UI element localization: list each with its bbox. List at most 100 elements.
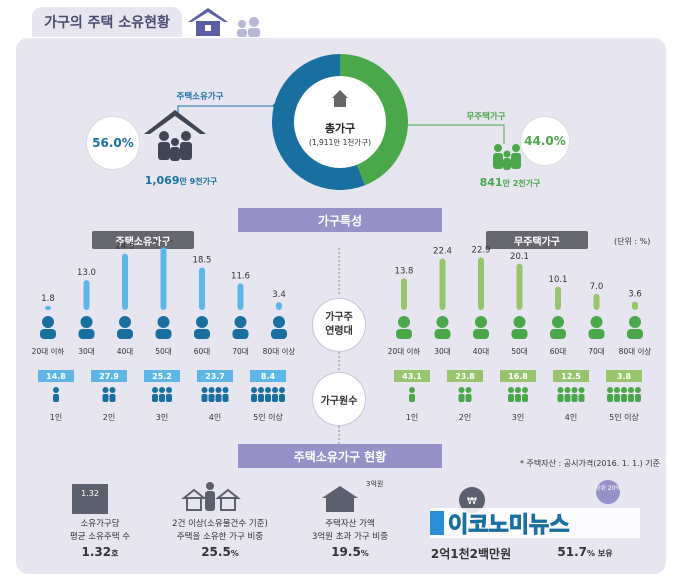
age-category-label: 70대 xyxy=(588,347,605,356)
age-category-label: 80대 이상 xyxy=(619,346,652,356)
bar-value-label: 13.0 xyxy=(77,268,96,278)
bar-value-label: 22.9 xyxy=(472,245,491,255)
person-icon xyxy=(222,387,229,393)
bar xyxy=(478,257,484,310)
bar xyxy=(632,301,638,310)
stat-avg-houses-value: 1.32호 xyxy=(81,545,119,559)
owner-tag: 주택소유가구 xyxy=(176,92,224,102)
person-icon xyxy=(590,316,603,328)
bar xyxy=(555,286,561,310)
person-icon xyxy=(409,387,415,393)
person-icon xyxy=(458,387,465,393)
size-value-box xyxy=(38,370,74,382)
bar xyxy=(401,278,407,310)
person-icon xyxy=(607,387,613,393)
bar-value-label: 11.6 xyxy=(231,271,250,281)
age-category-label: 20대 이하 xyxy=(388,346,421,356)
bar xyxy=(237,283,244,310)
person-icon xyxy=(102,387,109,393)
household-donut-chart: 총가구 (1,911만 1천가구) xyxy=(272,54,408,190)
age-category-label: 50대 xyxy=(155,347,172,356)
bar xyxy=(45,305,51,310)
size-category-label: 1인 xyxy=(406,412,418,422)
size-value-box xyxy=(394,370,430,382)
center-divider xyxy=(338,248,340,444)
size-value-label: 25.2 xyxy=(152,372,172,381)
person-icon xyxy=(398,316,410,328)
size-category-label: 1인 xyxy=(50,412,62,422)
person-icon xyxy=(53,387,59,393)
size-category-label: 4인 xyxy=(565,412,577,422)
person-icon xyxy=(475,316,487,328)
person-icon xyxy=(159,387,165,393)
building-icon: 1.32 xyxy=(72,484,108,514)
person-icon xyxy=(166,387,172,393)
person-icon xyxy=(564,387,571,393)
person-icon xyxy=(621,387,627,393)
size-value-box xyxy=(197,370,233,382)
person-icon xyxy=(279,387,285,393)
bar xyxy=(276,302,282,310)
stat-multi-house-label: 2건 이상(소유물건수 기준) 주택을 소유한 가구 비중 xyxy=(172,519,268,542)
bar-value-label: 10.1 xyxy=(549,275,568,285)
age-category-label: 40대 xyxy=(473,347,490,356)
size-value-label: 14.8 xyxy=(46,372,66,381)
size-value-box xyxy=(500,370,536,382)
person-icon xyxy=(273,316,285,328)
total-sub: (1,911만 1천가구) xyxy=(309,137,371,147)
person-icon xyxy=(513,316,526,328)
page-title: 가구의 주택 소유현황 xyxy=(32,7,182,37)
bar xyxy=(593,293,600,310)
size-value-label: 12.5 xyxy=(561,372,581,381)
size-category-label: 2인 xyxy=(459,412,471,422)
person-icon xyxy=(109,387,116,393)
person-icon xyxy=(578,387,585,393)
svg-text:3억원: 3억원 xyxy=(366,479,383,488)
bar-value-label: 7.0 xyxy=(590,282,604,292)
size-category-label: 3인 xyxy=(156,412,168,422)
size-value-box xyxy=(91,370,127,382)
stat-top10-value: 2억1천2백만원 xyxy=(430,547,512,561)
bar xyxy=(439,258,446,310)
owner-percent: 56.0% xyxy=(86,116,140,170)
person-icon xyxy=(628,387,634,393)
person-icon xyxy=(515,387,521,393)
size-value-label: 43.1 xyxy=(402,372,422,381)
person-icon xyxy=(629,316,641,328)
person-icon xyxy=(258,387,264,393)
owner-section-title: 주택소유가구 xyxy=(92,231,194,249)
stat-top20-value: 51.7% 보유 xyxy=(557,545,613,559)
unit-label: (단위 : %) xyxy=(614,237,651,246)
age-bar-charts: 1.8 20대 이하 13.0 30대 24.5 40대 27.3 50대 18.5 60대 11.… xyxy=(32,240,652,422)
bar xyxy=(83,280,90,310)
size-value-label: 27.9 xyxy=(99,372,119,381)
age-group-label: 가구주 연령대 xyxy=(312,298,366,352)
age-category-label: 30대 xyxy=(434,347,451,356)
bar-value-label: 24.5 xyxy=(116,242,135,252)
size-value-box xyxy=(144,370,180,382)
person-icon xyxy=(508,387,514,393)
size-value-label: 3.8 xyxy=(617,372,632,381)
person-icon xyxy=(436,316,449,328)
nonowner-family-icon xyxy=(493,144,521,170)
person-icon xyxy=(571,387,578,393)
svg-text:₩: ₩ xyxy=(467,496,477,507)
watermark-logo-icon xyxy=(430,511,444,535)
people-houses-icon xyxy=(181,482,241,511)
household-size-label: 가구원수 xyxy=(312,372,366,426)
person-icon xyxy=(557,387,564,393)
bar-value-label: 3.6 xyxy=(628,290,642,300)
person-icon xyxy=(265,387,271,393)
svg-text:상위 20%: 상위 20% xyxy=(595,484,620,492)
stat-icons: 1.32 3억원 ₩ 상위 20% xyxy=(72,479,620,514)
nonowner-section-title: 무주택가구 xyxy=(486,231,588,249)
bar xyxy=(160,247,167,310)
person-icon xyxy=(234,316,247,328)
svg-text:1.32: 1.32 xyxy=(81,489,99,498)
age-category-label: 70대 xyxy=(232,347,249,356)
person-icon xyxy=(80,316,93,328)
stat-multi-house-value: 25.5% xyxy=(201,545,239,559)
size-category-label: 5인 이상 xyxy=(609,412,639,422)
age-category-label: 80대 이상 xyxy=(263,346,296,356)
stat-asset-over-label: 주택자산 가액 3억원 초과 가구 비중 xyxy=(311,519,389,542)
